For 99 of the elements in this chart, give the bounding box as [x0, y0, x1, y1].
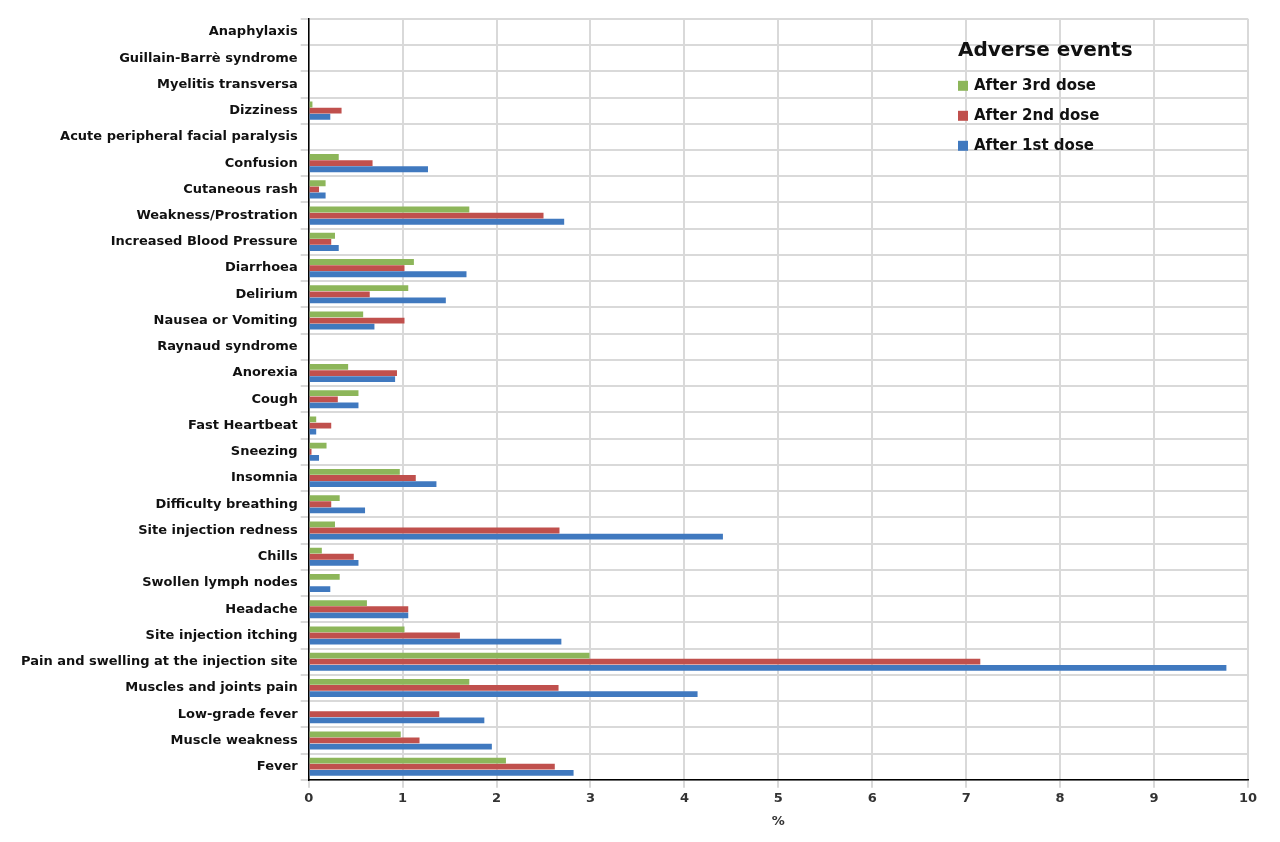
y-tick-label: Site injection redness: [138, 521, 298, 537]
y-tick-label: Site injection itching: [145, 626, 298, 642]
bar: [309, 606, 409, 613]
y-tick-label: Nausea or Vomiting: [153, 311, 298, 327]
x-tick-label: 5: [773, 789, 783, 805]
y-tick-label: Fever: [256, 758, 299, 774]
bar: [309, 658, 981, 665]
bar: [309, 638, 562, 645]
bar: [309, 160, 373, 167]
x-tick-label: 7: [961, 789, 971, 805]
bar: [309, 186, 320, 193]
bar: [309, 711, 440, 718]
bar: [309, 521, 335, 528]
bar: [309, 612, 409, 619]
bar: [309, 691, 698, 697]
bar: [309, 212, 544, 219]
y-tick-label: Difficulty breathing: [155, 495, 298, 511]
y-tick-label: Low-grade fever: [177, 705, 299, 721]
bar: [309, 553, 354, 560]
bar: [309, 717, 485, 724]
bar: [309, 769, 574, 776]
x-tick-label: 1: [398, 789, 408, 805]
y-tick-label: Acute peripheral facial paralysis: [60, 128, 298, 144]
bar: [309, 586, 331, 593]
bar: [309, 442, 327, 449]
bar: [309, 468, 400, 475]
y-tick-label: Muscles and joints pain: [125, 679, 298, 695]
bar: [309, 664, 1227, 671]
bar: [309, 364, 349, 370]
bar: [309, 481, 437, 488]
x-tick-label: 0: [304, 789, 314, 805]
y-tick-label: Swollen lymph nodes: [142, 574, 298, 590]
x-tick-label: 9: [1149, 789, 1159, 805]
bar: [309, 259, 414, 265]
bar: [309, 507, 366, 514]
x-tick-label: 10: [1238, 789, 1258, 805]
y-tick-label: Sneezing: [230, 443, 298, 459]
y-tick-label: Cough: [251, 390, 298, 406]
bar: [309, 731, 401, 738]
bar: [309, 265, 405, 271]
x-tick-label: 6: [867, 789, 877, 805]
bar: [309, 600, 367, 607]
bar: [309, 218, 565, 225]
bar: [309, 685, 559, 691]
y-tick-label: Chills: [257, 548, 298, 564]
bar: [309, 428, 317, 435]
bar: [309, 323, 375, 330]
y-tick-label: Raynaud syndrome: [157, 338, 298, 354]
y-tick-label: Muscle weakness: [170, 731, 298, 747]
x-tick-label: 2: [492, 789, 502, 805]
bar: [309, 376, 396, 383]
bar: [309, 113, 331, 120]
y-tick-label: Pain and swelling at the injection site: [20, 653, 298, 669]
bar: [309, 271, 467, 278]
y-tick-label: Increased Blood Pressure: [110, 233, 298, 249]
bar: [309, 232, 335, 239]
y-tick-label: Confusion: [224, 154, 298, 170]
bar: [309, 370, 397, 376]
bar: [309, 475, 416, 481]
x-tick-label: 4: [679, 789, 689, 805]
x-axis-title: %: [771, 812, 785, 828]
bar: [309, 678, 470, 685]
bar: [309, 501, 332, 508]
bar: [309, 154, 339, 160]
legend-label: After 1st dose: [974, 135, 1094, 154]
y-tick-label: Fast Heartbeat: [188, 416, 298, 432]
bar: [309, 495, 340, 502]
y-tick-label: Myelitis transversa: [157, 75, 298, 91]
x-tick-label: 3: [585, 789, 596, 805]
y-tick-label: Diarrhoea: [225, 259, 298, 275]
bar: [309, 107, 342, 114]
bar: [309, 573, 340, 580]
legend-label: After 2nd dose: [974, 105, 1100, 124]
y-tick-label: Anaphylaxis: [208, 23, 298, 39]
bar: [309, 559, 359, 566]
bar: [309, 533, 723, 540]
bar: [309, 396, 338, 403]
bar: [309, 291, 370, 298]
bar: [309, 455, 320, 461]
bar: [309, 763, 555, 770]
bar: [309, 180, 326, 187]
legend-title: Adverse events: [958, 37, 1133, 61]
bar: [309, 626, 405, 633]
y-tick-label: Cutaneous rash: [183, 180, 298, 196]
y-tick-label: Insomnia: [230, 469, 298, 485]
bar: [309, 390, 359, 397]
y-tick-label: Guillain-Barrè syndrome: [119, 49, 298, 65]
y-tick-label: Anorexia: [232, 364, 298, 380]
y-tick-label: Headache: [225, 600, 298, 616]
bar: [309, 166, 428, 173]
y-tick-label: Weakness/Prostration: [136, 206, 298, 222]
bar: [309, 238, 332, 245]
y-tick-label: Delirium: [235, 285, 298, 301]
y-tick-label: Dizziness: [229, 102, 298, 118]
x-tick-label: 8: [1055, 789, 1065, 805]
legend-label: After 3rd dose: [974, 75, 1097, 94]
bar: [309, 285, 409, 292]
bar: [309, 245, 339, 251]
bar: [309, 547, 322, 554]
